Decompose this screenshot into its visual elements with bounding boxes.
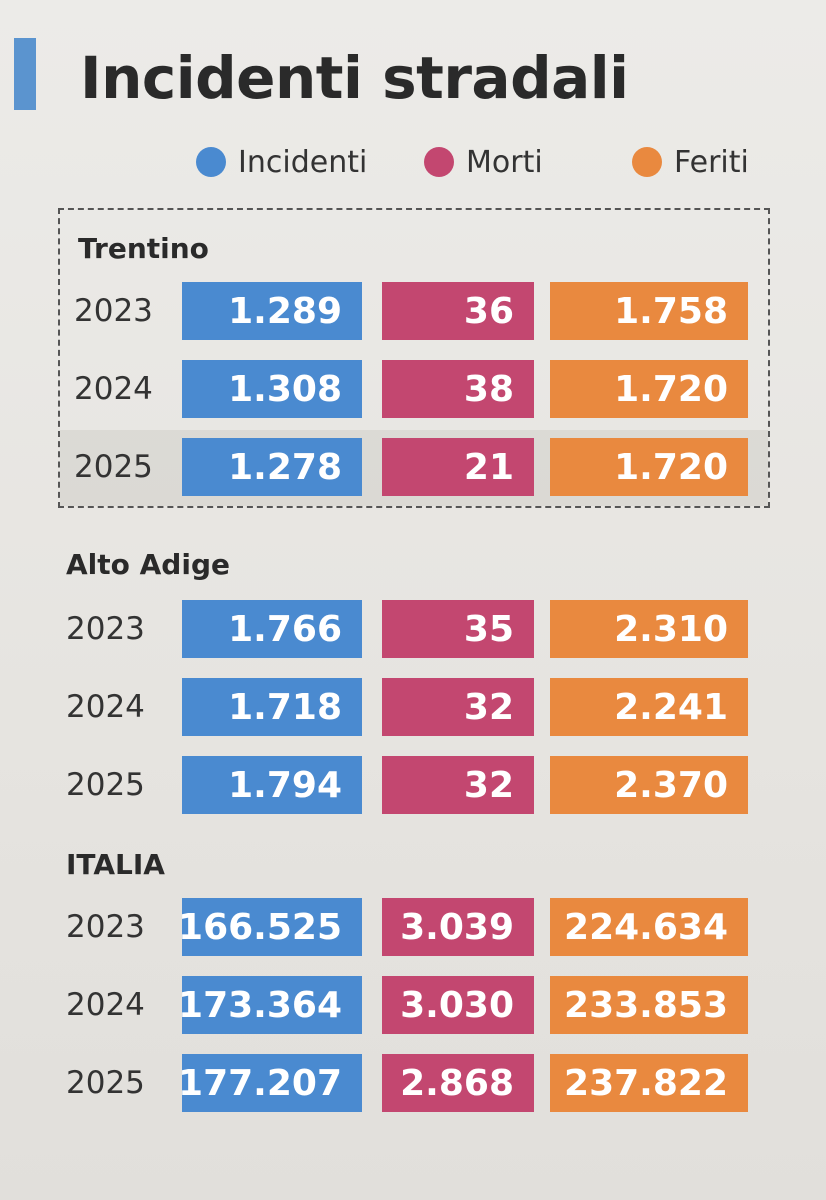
accent-bar [14, 38, 36, 110]
cell-morti-alto-adige-2025: 32 [382, 756, 534, 814]
cell-morti-alto-adige-2023: 35 [382, 600, 534, 658]
cell-incidenti-trentino-2025: 1.278 [182, 438, 362, 496]
legend: Incidenti Morti Feriti [196, 140, 776, 184]
year-label-trentino-2024: 2024 [74, 371, 153, 407]
cell-morti-trentino-2023: 36 [382, 282, 534, 340]
cell-feriti-alto-adige-2024: 2.241 [550, 678, 748, 736]
legend-dot-feriti [632, 147, 662, 177]
year-label-alto-adige-2023: 2023 [66, 611, 145, 647]
cell-incidenti-alto-adige-2023: 1.766 [182, 600, 362, 658]
section-title-alto-adige: Alto Adige [66, 548, 230, 581]
legend-dot-morti [424, 147, 454, 177]
year-label-trentino-2025: 2025 [74, 449, 153, 485]
legend-label-incidenti: Incidenti [238, 144, 368, 180]
page-title: Incidenti stradali [80, 44, 629, 112]
year-label-italia-2025: 2025 [66, 1065, 145, 1101]
section-title-trentino: Trentino [78, 232, 209, 265]
cell-incidenti-trentino-2024: 1.308 [182, 360, 362, 418]
cell-feriti-italia-2024: 233.853 [550, 976, 748, 1034]
cell-morti-italia-2023: 3.039 [382, 898, 534, 956]
cell-feriti-italia-2023: 224.634 [550, 898, 748, 956]
cell-morti-italia-2024: 3.030 [382, 976, 534, 1034]
cell-feriti-trentino-2024: 1.720 [550, 360, 748, 418]
year-label-alto-adige-2025: 2025 [66, 767, 145, 803]
legend-item-incidenti: Incidenti [196, 140, 367, 184]
section-title-italia: ITALIA [66, 848, 165, 881]
legend-item-feriti: Feriti [632, 140, 749, 184]
cell-incidenti-alto-adige-2024: 1.718 [182, 678, 362, 736]
legend-dot-incidenti [196, 147, 226, 177]
cell-incidenti-italia-2024: 173.364 [178, 976, 362, 1034]
legend-label-feriti: Feriti [674, 144, 749, 180]
cell-incidenti-alto-adige-2025: 1.794 [182, 756, 362, 814]
cell-feriti-trentino-2025: 1.720 [550, 438, 748, 496]
cell-morti-trentino-2025: 21 [382, 438, 534, 496]
cell-incidenti-trentino-2023: 1.289 [182, 282, 362, 340]
cell-incidenti-italia-2025: 177.207 [178, 1054, 362, 1112]
cell-feriti-trentino-2023: 1.758 [550, 282, 748, 340]
cell-morti-italia-2025: 2.868 [382, 1054, 534, 1112]
cell-feriti-italia-2025: 237.822 [550, 1054, 748, 1112]
legend-label-morti: Morti [466, 144, 543, 180]
cell-feriti-alto-adige-2023: 2.310 [550, 600, 748, 658]
year-label-trentino-2023: 2023 [74, 293, 153, 329]
year-label-italia-2024: 2024 [66, 987, 145, 1023]
trentino-dashed-box [58, 208, 770, 508]
cell-feriti-alto-adige-2025: 2.370 [550, 756, 748, 814]
year-label-italia-2023: 2023 [66, 909, 145, 945]
cell-morti-alto-adige-2024: 32 [382, 678, 534, 736]
legend-item-morti: Morti [424, 140, 543, 184]
cell-incidenti-italia-2023: 166.525 [178, 898, 362, 956]
cell-morti-trentino-2024: 38 [382, 360, 534, 418]
year-label-alto-adige-2024: 2024 [66, 689, 145, 725]
